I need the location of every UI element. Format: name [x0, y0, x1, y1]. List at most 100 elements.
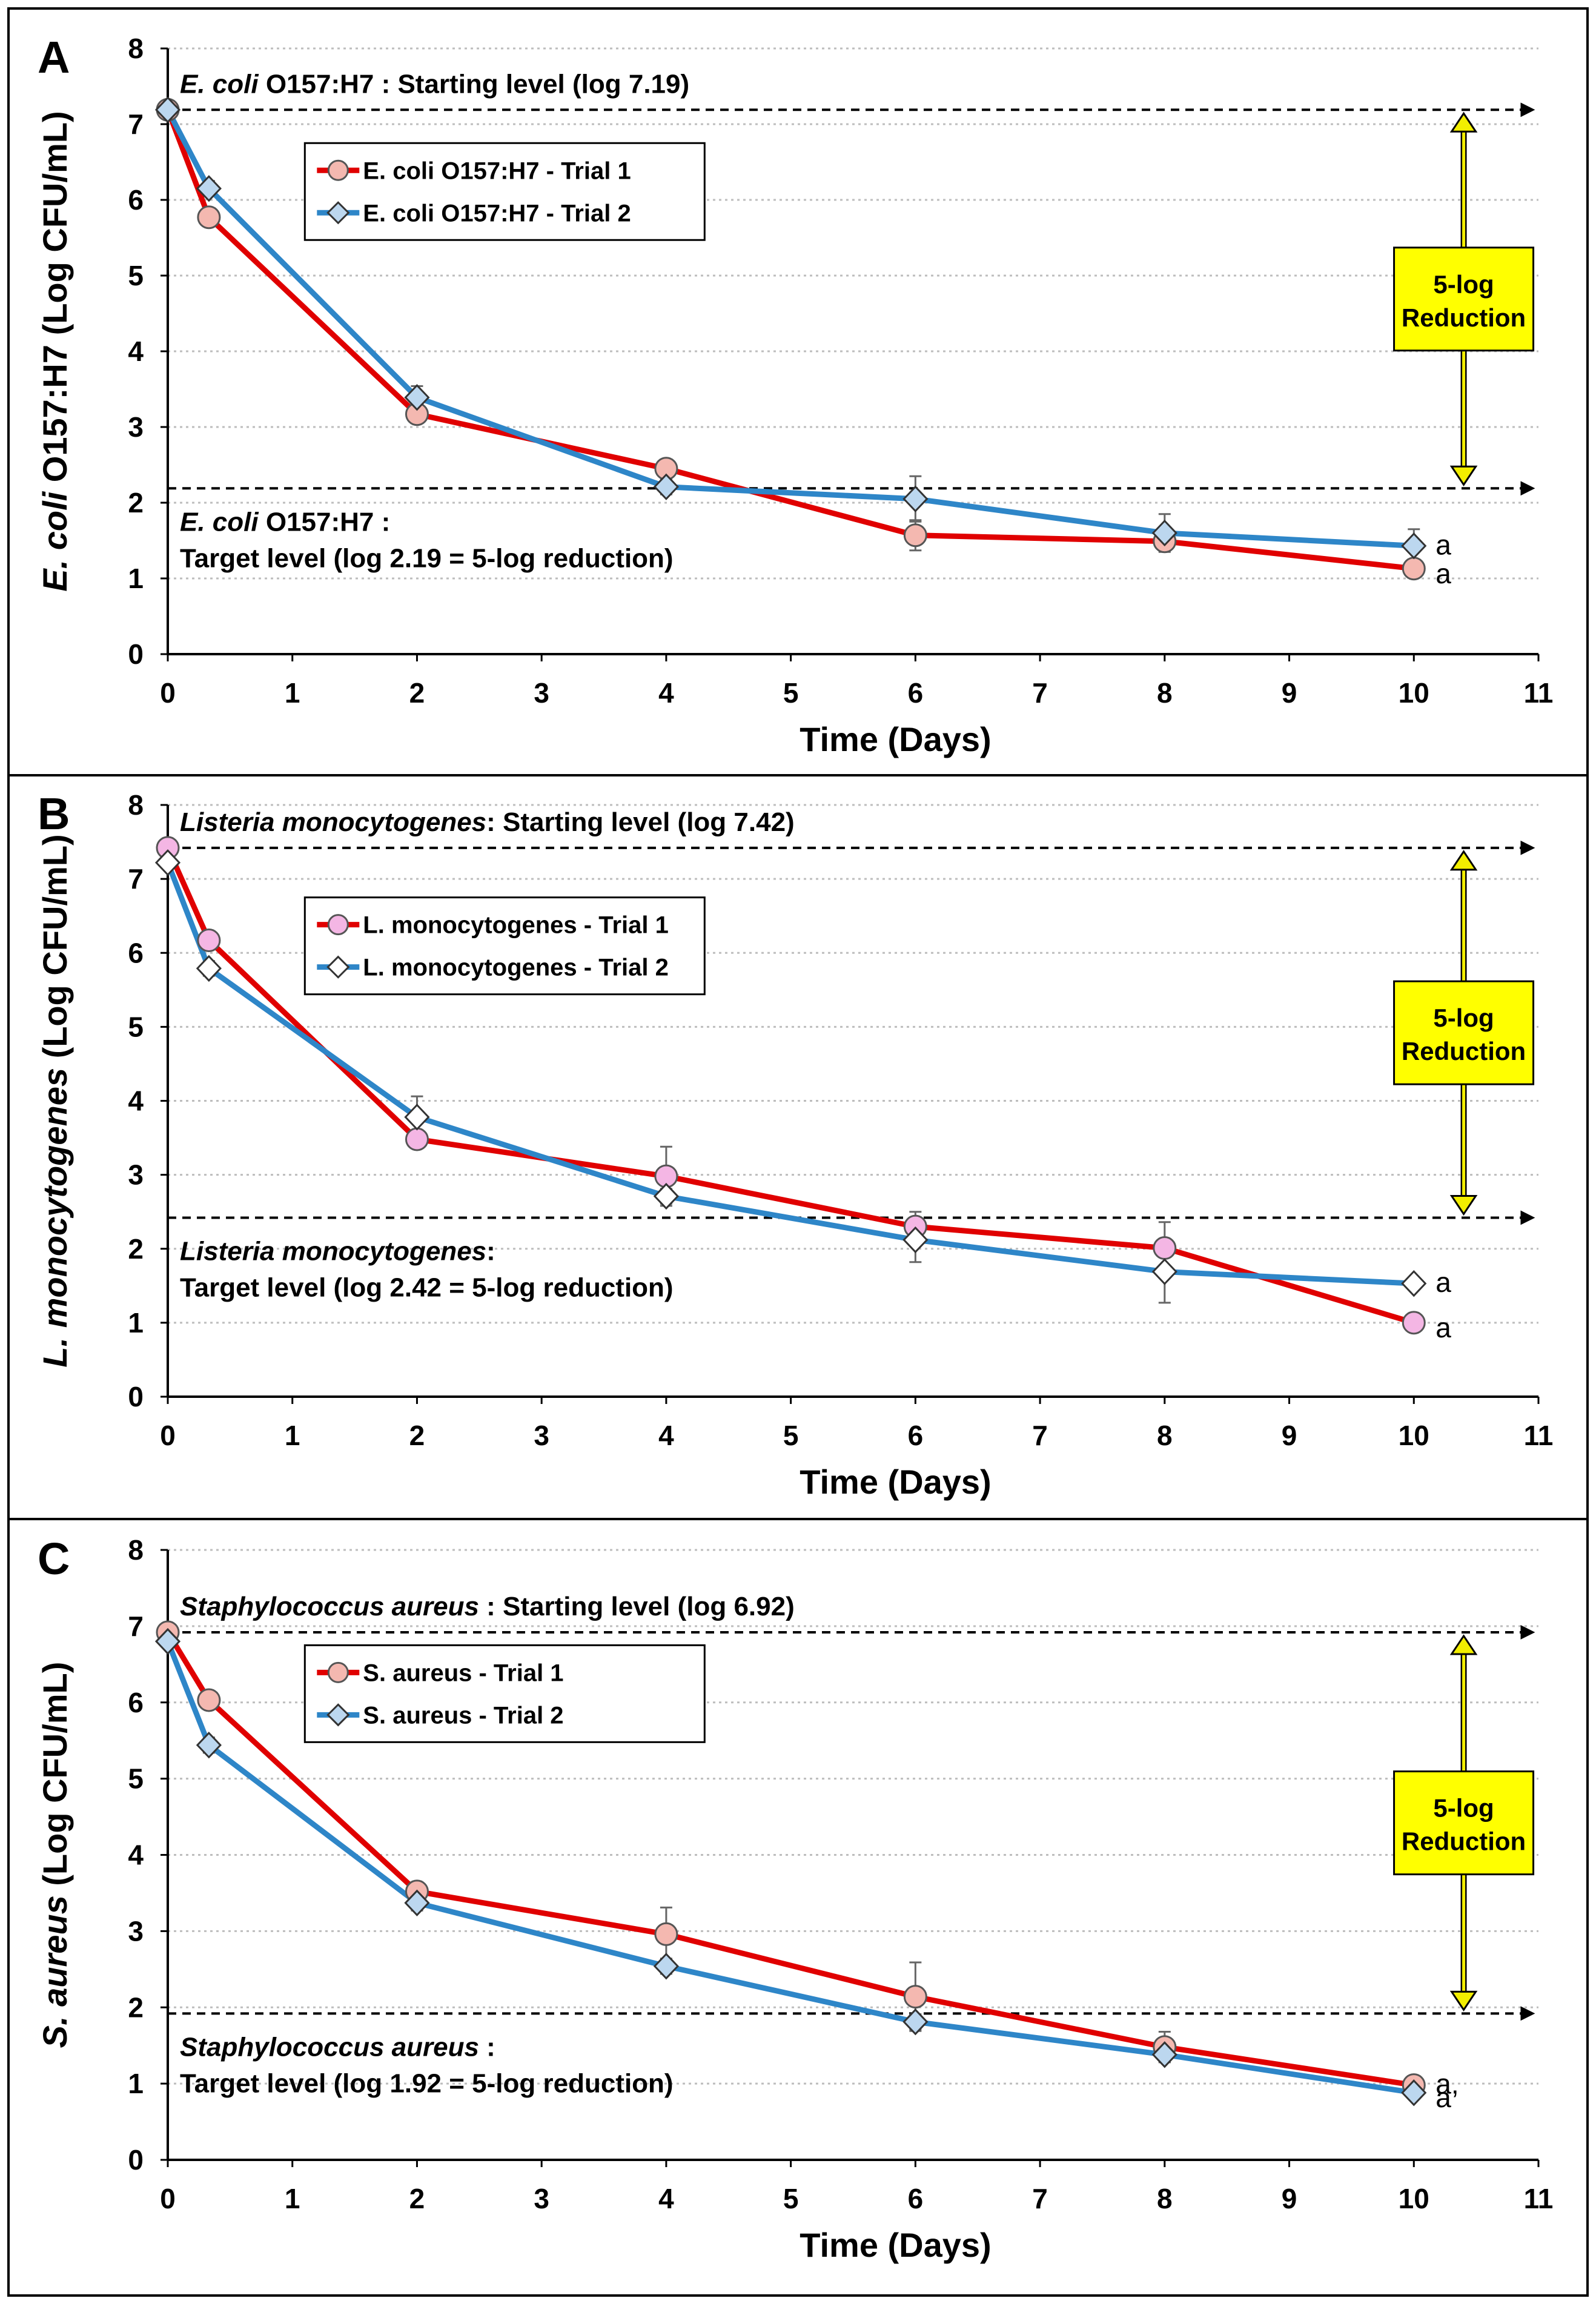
target-level-label-line2: Target level (log 2.19 = 5-log reduction…	[180, 543, 674, 573]
series-trial-1	[202, 1691, 1420, 2090]
x-tick-label: 11	[1524, 1420, 1554, 1451]
figure-frame	[7, 7, 1589, 2297]
reduction-box	[1393, 980, 1535, 1085]
y-axis-title-part: (Log CFU/mL)	[36, 1662, 74, 1896]
y-tick-label: 8	[128, 789, 144, 821]
data-point-trial-2	[902, 485, 929, 512]
significance-letter: a	[1435, 529, 1451, 560]
y-tick-label: 3	[128, 1915, 144, 1947]
x-tick-label: 9	[1282, 1420, 1297, 1451]
starting-level-label: E. coli O157:H7 : Starting level (log 7.…	[180, 69, 689, 99]
reduction-label: Reduction	[1402, 1037, 1526, 1065]
y-tick-label: 4	[128, 336, 144, 367]
x-tick-label: 4	[658, 677, 674, 709]
x-tick-label: 8	[1157, 677, 1173, 709]
x-tick-label: 6	[908, 1420, 924, 1451]
data-point-trial-2	[154, 96, 181, 124]
x-tick-label: 10	[1399, 1420, 1429, 1451]
data-point-trial-2	[1401, 2079, 1427, 2107]
data-point-trial-2	[404, 1104, 430, 1131]
y-tick-label: 0	[128, 638, 144, 670]
data-point-trial-2	[653, 473, 679, 500]
target-level-label-part: E. coli	[180, 507, 259, 537]
y-tick-label: 4	[128, 1839, 144, 1871]
reduction-label: 5-log	[1433, 270, 1494, 299]
data-point-trial-2	[154, 849, 181, 876]
panel-c: 0 1 2 3 4 5 6 7 8 9 10 11 0 1 2 3 4 5 6 7 8 Time (Days) S. aur…	[36, 1534, 1553, 2264]
y-tick-label: 7	[128, 108, 144, 140]
data-point-trial-1	[197, 1688, 221, 1712]
starting-level-label-part: Staphylococcus aureus	[180, 1592, 479, 1621]
data-point-trial-2	[1151, 2041, 1177, 2068]
data-point-trial-1	[654, 1922, 678, 1946]
significance-letter: a	[1435, 558, 1451, 589]
target-level-label: E. coli O157:H7 :	[180, 507, 390, 537]
y-tick-label: 2	[128, 1991, 144, 2023]
y-tick-label: 1	[128, 1307, 144, 1339]
panel-b: 0 1 2 3 4 5 6 7 8 9 10 11 0 1 2 3 4 5 6 7 8 Time (Days) L. mon…	[36, 789, 1553, 1501]
reduction-label: Reduction	[1402, 303, 1526, 332]
data-point-trial-1	[405, 1127, 429, 1151]
x-tick-label: 7	[1032, 677, 1048, 709]
x-tick-label: 7	[1032, 2183, 1048, 2214]
y-tick-label: 1	[128, 2068, 144, 2099]
data-point-trial-2	[196, 955, 222, 982]
data-point-trial-2	[404, 1889, 430, 1916]
legend-swatch-marker	[327, 1661, 349, 1683]
x-tick-label: 9	[1282, 677, 1297, 709]
data-point-trial-2	[154, 1627, 181, 1655]
data-point-trial-2	[1401, 532, 1427, 560]
data-point-trial-1	[903, 1985, 927, 2009]
x-tick-label: 0	[160, 1420, 176, 1451]
panel-letter: B	[38, 789, 70, 839]
reduction-label: Reduction	[1402, 1827, 1526, 1856]
x-tick-label: 3	[534, 677, 549, 709]
x-axis-title: Time (Days)	[800, 720, 991, 758]
panel-letter: C	[38, 1534, 70, 1584]
target-level-label-line2: Target level (log 1.92 = 5-log reduction…	[180, 2068, 674, 2098]
data-point-trial-2	[196, 175, 222, 202]
x-tick-label: 1	[285, 677, 300, 709]
significance-letter: a	[1435, 1266, 1451, 1298]
y-tick-label: 2	[128, 487, 144, 518]
y-tick-label: 0	[128, 1381, 144, 1412]
y-tick-label: 4	[128, 1085, 144, 1117]
legend-label: L. monocytogenes - Trial 1	[363, 912, 669, 939]
data-point-trial-2	[404, 384, 430, 411]
y-tick-label: 7	[128, 1610, 144, 1642]
x-tick-label: 8	[1157, 1420, 1173, 1451]
y-tick-label: 3	[128, 1159, 144, 1191]
y-tick-label: 6	[128, 1687, 144, 1718]
reduction-label: 5-log	[1433, 1794, 1494, 1822]
reduction-box	[1393, 1770, 1535, 1876]
y-tick-label: 2	[128, 1233, 144, 1265]
reduction-arrow-head-down	[1449, 1990, 1478, 2012]
x-tick-label: 10	[1399, 2183, 1429, 2214]
reduction-arrow-head-up	[1449, 850, 1478, 871]
x-tick-label: 7	[1032, 1420, 1048, 1451]
legend-label: E. coli O157:H7 - Trial 2	[363, 200, 631, 227]
starting-level-label-part: : Starting level (log 7.42)	[486, 807, 795, 837]
starting-level-label-part: : Starting level (log 6.92)	[479, 1592, 795, 1621]
x-tick-label: 3	[534, 2183, 549, 2214]
data-point-trial-1	[1402, 557, 1426, 581]
data-point-trial-2	[1151, 1258, 1177, 1285]
x-tick-label: 5	[783, 2183, 799, 2214]
x-axis-title: Time (Days)	[800, 2226, 991, 2264]
y-tick-label: 6	[128, 184, 144, 216]
x-tick-label: 2	[409, 677, 425, 709]
x-tick-label: 1	[285, 2183, 300, 2214]
data-point-trial-2	[1401, 1270, 1427, 1297]
x-tick-label: 2	[409, 2183, 425, 2214]
x-tick-label: 10	[1399, 677, 1429, 709]
x-tick-label: 4	[658, 2183, 674, 2214]
y-axis-title: L. monocytogenes (Log CFU/mL)	[36, 834, 74, 1367]
starting-level-label: Staphylococcus aureus : Starting level (…	[180, 1592, 795, 1621]
y-tick-label: 8	[128, 1534, 144, 1566]
starting-level-label-part: E. coli	[180, 69, 259, 99]
legend-label: S. aureus - Trial 1	[363, 1660, 563, 1686]
data-point-trial-2	[653, 1182, 679, 1210]
y-tick-label: 5	[128, 260, 144, 291]
starting-level-label: Listeria monocytogenes: Starting level (…	[180, 807, 795, 837]
data-point-trial-2	[653, 1953, 679, 1980]
